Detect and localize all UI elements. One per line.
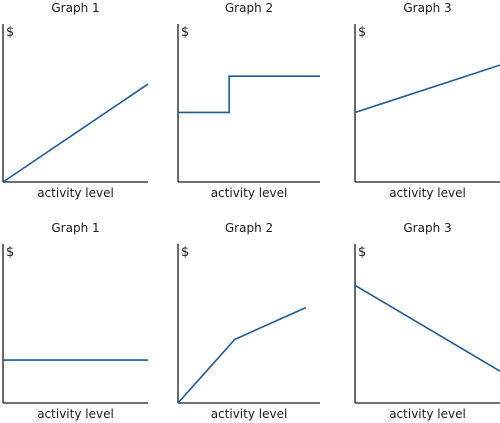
chart-5-ylabel: $ bbox=[181, 245, 189, 260]
chart-2-series-line-1 bbox=[178, 75, 320, 114]
chart-2-xlabel: activity level bbox=[211, 186, 288, 200]
chart-6-ylabel: $ bbox=[358, 245, 366, 260]
chart-4-xlabel: activity level bbox=[37, 407, 114, 421]
chart-3-series-line-1 bbox=[354, 64, 500, 114]
chart-5-xlabel: activity level bbox=[211, 407, 288, 421]
chart-5-series-line-1 bbox=[177, 306, 307, 404]
chart-1-ylabel: $ bbox=[6, 25, 14, 40]
chart-4-ylabel: $ bbox=[6, 245, 14, 260]
chart-5-title: Graph 2 bbox=[225, 221, 273, 235]
chart-6-series-line-1 bbox=[354, 284, 500, 372]
chart-2-ylabel: $ bbox=[181, 25, 189, 40]
chart-6-title: Graph 3 bbox=[403, 221, 451, 235]
chart-4-title: Graph 1 bbox=[51, 221, 99, 235]
chart-1-series-line-1 bbox=[2, 83, 149, 183]
chart-1-xlabel: activity level bbox=[37, 186, 114, 200]
chart-6-xlabel: activity level bbox=[389, 407, 466, 421]
chart-2-title: Graph 2 bbox=[225, 1, 273, 15]
chart-3-xlabel: activity level bbox=[389, 186, 466, 200]
chart-3-ylabel: $ bbox=[358, 25, 366, 40]
chart-3-title: Graph 3 bbox=[403, 1, 451, 15]
chart-1-title: Graph 1 bbox=[51, 1, 99, 15]
